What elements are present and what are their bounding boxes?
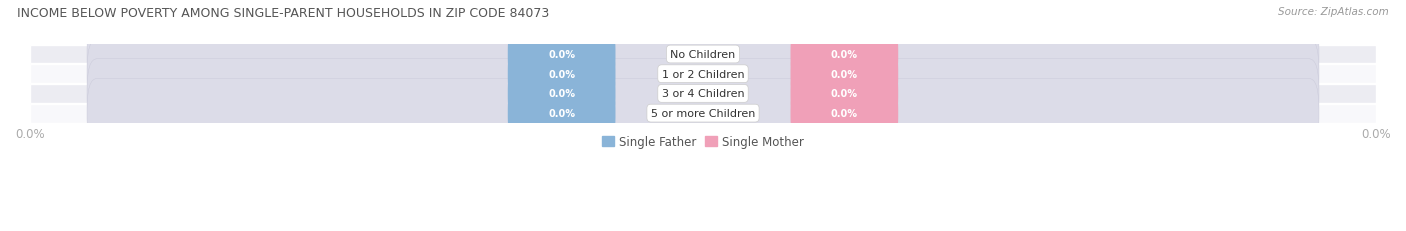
Bar (30, 85, 1376, 103)
FancyBboxPatch shape (87, 59, 1319, 128)
Text: 3 or 4 Children: 3 or 4 Children (662, 89, 744, 99)
FancyBboxPatch shape (508, 31, 616, 79)
Text: Source: ZipAtlas.com: Source: ZipAtlas.com (1278, 7, 1389, 17)
Text: 0.0%: 0.0% (548, 69, 575, 79)
FancyBboxPatch shape (87, 40, 1319, 109)
FancyBboxPatch shape (790, 70, 898, 118)
Text: 5 or more Children: 5 or more Children (651, 109, 755, 119)
Text: 0.0%: 0.0% (831, 69, 858, 79)
Text: 0.0%: 0.0% (831, 109, 858, 119)
Text: No Children: No Children (671, 50, 735, 60)
Legend: Single Father, Single Mother: Single Father, Single Mother (598, 131, 808, 153)
Text: 1 or 2 Children: 1 or 2 Children (662, 69, 744, 79)
Bar (30, 104, 1376, 123)
FancyBboxPatch shape (508, 70, 616, 118)
Text: INCOME BELOW POVERTY AMONG SINGLE-PARENT HOUSEHOLDS IN ZIP CODE 84073: INCOME BELOW POVERTY AMONG SINGLE-PARENT… (17, 7, 550, 20)
FancyBboxPatch shape (790, 90, 898, 137)
FancyBboxPatch shape (508, 50, 616, 98)
Bar (30, 65, 1376, 84)
Text: 0.0%: 0.0% (548, 50, 575, 60)
FancyBboxPatch shape (87, 79, 1319, 148)
FancyBboxPatch shape (790, 31, 898, 79)
Text: 0.0%: 0.0% (548, 109, 575, 119)
FancyBboxPatch shape (790, 50, 898, 98)
FancyBboxPatch shape (87, 20, 1319, 89)
Text: 0.0%: 0.0% (831, 50, 858, 60)
FancyBboxPatch shape (508, 90, 616, 137)
Text: 0.0%: 0.0% (831, 89, 858, 99)
Bar (30, 45, 1376, 64)
Text: 0.0%: 0.0% (548, 89, 575, 99)
